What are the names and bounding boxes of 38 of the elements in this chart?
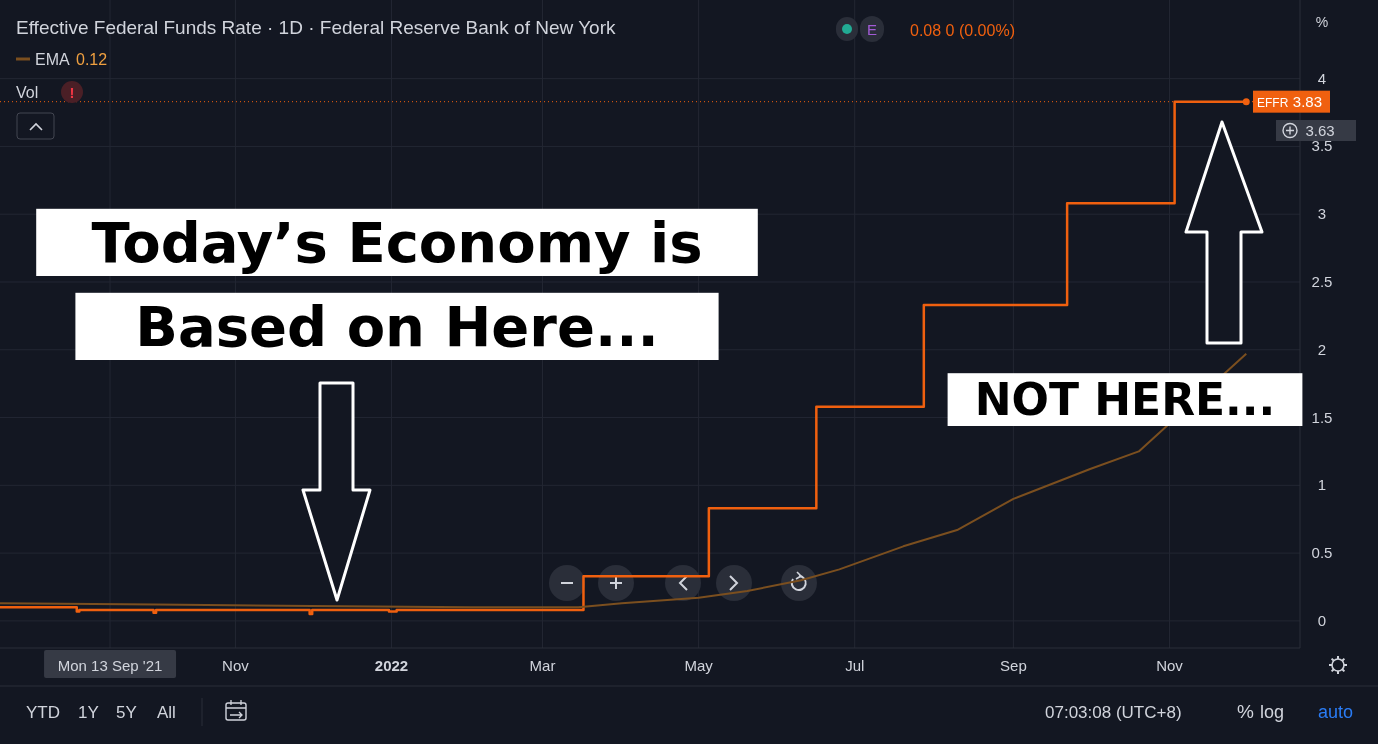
text: 5Y [116, 703, 137, 722]
text: YTD [26, 703, 60, 722]
annotation: 0.08 0 (0.00%) [910, 22, 1015, 39]
y-tick-label: 2.5 [1311, 272, 1333, 290]
text: auto [1318, 702, 1354, 722]
legend-label: EMA [35, 51, 70, 68]
y-tick-label: 4 [1317, 69, 1327, 87]
y-tick-label: 3.5 [1311, 137, 1333, 155]
x-tick-label: May [684, 657, 714, 674]
y-tick-label: 0.5 [1311, 544, 1333, 562]
text: All [157, 703, 176, 722]
annotation: Today’s Economy is Based on Here... [91, 210, 703, 359]
x-tick-label: Mon 13 Sep '21 [57, 657, 163, 674]
y-tick-label: 1 [1317, 476, 1327, 494]
annotation: Vol [16, 84, 39, 101]
x-tick-label: Jul [845, 657, 865, 674]
text: % [1237, 701, 1254, 722]
annotation: ! [69, 84, 75, 101]
text: log [1260, 702, 1285, 722]
y-axis-title: % [1315, 14, 1329, 30]
y-tick-label: 3 [1317, 205, 1327, 223]
annotation: 0.12 [76, 51, 108, 68]
annotation: NOT HERE... [974, 374, 1276, 425]
x-tick-label: Sep [1000, 657, 1027, 674]
y-tick-label: 2 [1317, 340, 1327, 358]
x-tick-label: Mar [529, 657, 556, 674]
annotation: E [866, 21, 878, 38]
text: 3.63 [1305, 122, 1335, 139]
ref-line-label: 3.83 [1292, 92, 1322, 110]
series-label: EFFR [1257, 95, 1289, 110]
x-tick-label: 2022 [374, 657, 409, 674]
x-tick-label: Nov [1156, 657, 1184, 674]
y-tick-label: 1.5 [1311, 408, 1333, 426]
x-tick-label: Nov [222, 657, 250, 674]
y-tick-label: 0 [1317, 611, 1327, 629]
text: 1Y [78, 703, 99, 722]
text: Effective Federal Funds Rate · 1D · Federal Reserve Bank of New York [16, 17, 616, 38]
text: 07:03:08 (UTC+8) [1045, 703, 1182, 722]
